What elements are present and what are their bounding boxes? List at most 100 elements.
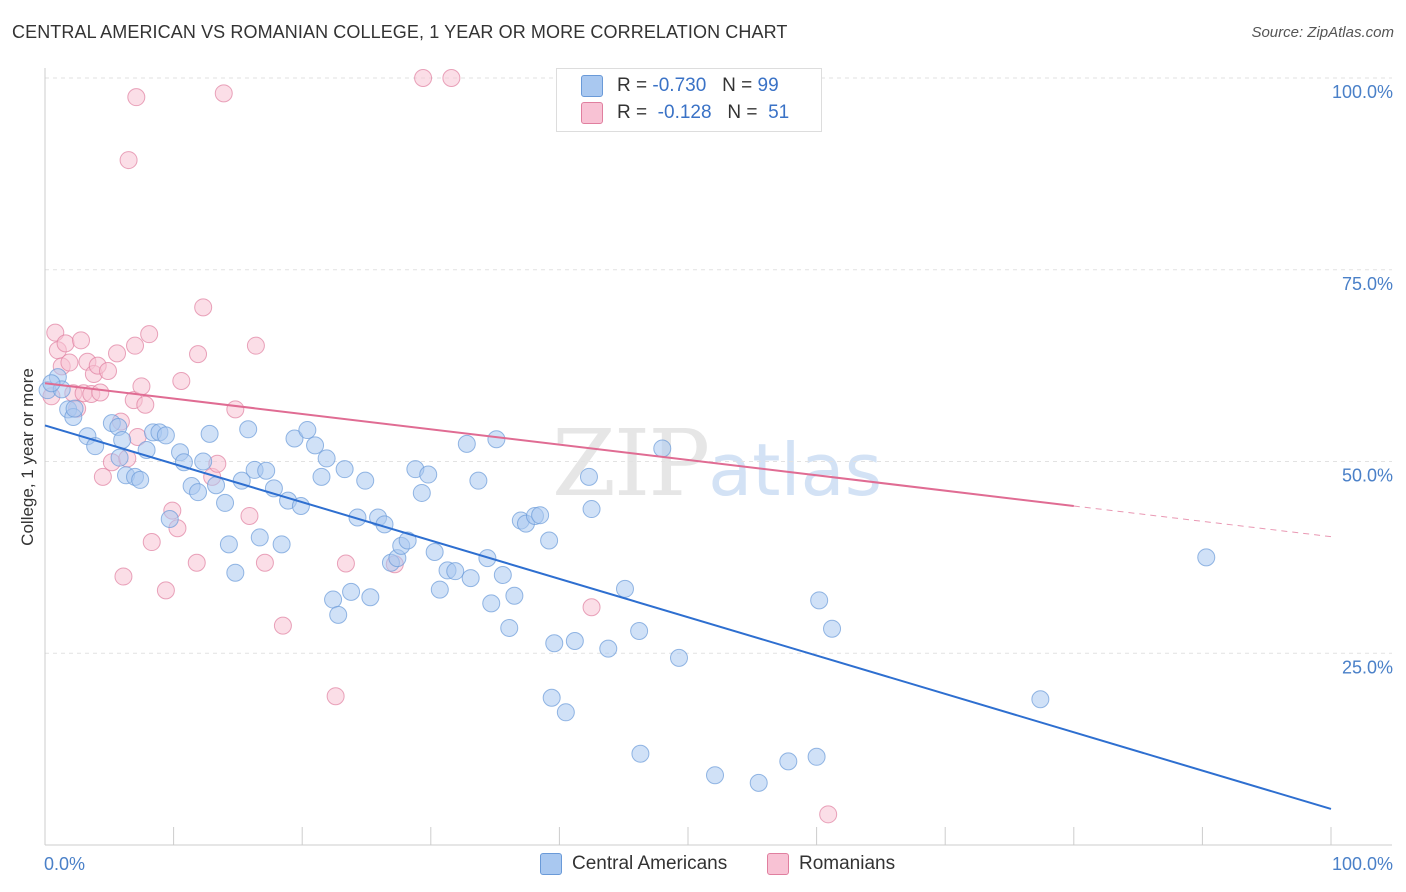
- point-romanians: [132, 377, 151, 396]
- point-central-americans: [482, 594, 501, 613]
- watermark: ZIPatlas: [552, 410, 882, 517]
- point-romanians: [99, 361, 118, 380]
- point-central-americans: [823, 619, 842, 638]
- point-central-americans: [579, 467, 598, 486]
- y-tick-label: 75.0%: [1342, 274, 1393, 294]
- legend-n-label: N =: [722, 75, 753, 96]
- point-romanians: [214, 84, 233, 103]
- trend-line-romanians-extension: [1073, 505, 1332, 538]
- point-central-americans: [556, 703, 575, 722]
- legend-r-value: -0.128: [657, 102, 712, 123]
- y-tick-label: 25.0%: [1342, 657, 1393, 677]
- point-romanians: [60, 353, 79, 372]
- x-tick-label: 100.0%: [1332, 854, 1393, 874]
- point-central-americans: [545, 634, 564, 653]
- point-central-americans: [565, 631, 584, 650]
- point-romanians: [240, 506, 259, 525]
- y-tick-label: 100.0%: [1332, 82, 1393, 102]
- point-central-americans: [631, 744, 650, 763]
- point-central-americans: [461, 569, 480, 588]
- point-central-americans: [194, 452, 213, 471]
- legend-row-romanians: R = -0.128 N = 51: [581, 101, 789, 125]
- point-central-americans: [361, 588, 380, 607]
- point-central-americans: [272, 535, 291, 554]
- chart-title: CENTRAL AMERICAN VS ROMANIAN COLLEGE, 1 …: [12, 22, 788, 42]
- point-central-americans: [430, 580, 449, 599]
- point-romanians: [336, 554, 355, 573]
- point-central-americans: [356, 471, 375, 490]
- point-romanians: [442, 69, 461, 87]
- point-romanians: [126, 336, 145, 355]
- point-central-americans: [457, 434, 476, 453]
- bottom-legend-label: Romanians: [799, 853, 896, 874]
- point-central-americans: [285, 429, 304, 448]
- trend-line-central-americans: [44, 424, 1332, 810]
- point-central-americans: [348, 508, 367, 527]
- grid-lines: [45, 77, 1392, 654]
- point-central-americans: [807, 747, 826, 766]
- point-romanians: [108, 344, 127, 363]
- point-central-americans: [156, 426, 175, 445]
- point-romanians: [414, 69, 433, 87]
- point-central-americans: [312, 467, 331, 486]
- point-central-americans: [500, 618, 519, 637]
- point-central-americans: [317, 449, 336, 468]
- point-romanians: [127, 88, 146, 107]
- point-central-americans: [505, 586, 524, 605]
- stats-legend: R = -0.730 N = 99 R = -0.128 N = 51: [556, 68, 822, 132]
- point-central-americans: [599, 639, 618, 658]
- legend-row-central-americans: R = -0.730 N = 99: [581, 74, 779, 98]
- point-central-americans: [706, 766, 725, 785]
- point-romanians: [136, 395, 155, 414]
- point-central-americans: [493, 566, 512, 585]
- legend-r-label: R =: [617, 102, 648, 123]
- bottom-legend-romanians: Romanians: [767, 852, 895, 876]
- point-romanians: [273, 616, 292, 635]
- point-romanians: [819, 805, 838, 824]
- watermark-atlas: atlas: [708, 428, 883, 512]
- point-central-americans: [540, 531, 559, 550]
- bottom-legend-label: Central Americans: [572, 853, 728, 874]
- point-central-americans: [487, 430, 506, 449]
- y-tick-label: 50.0%: [1342, 466, 1393, 486]
- trend-lines: [44, 382, 1332, 810]
- point-romanians: [326, 687, 345, 706]
- point-romanians: [142, 533, 161, 552]
- point-central-americans: [207, 476, 226, 495]
- legend-swatch-blue: [581, 75, 603, 97]
- point-romanians: [582, 598, 601, 617]
- data-points: [38, 69, 1216, 824]
- point-central-americans: [110, 448, 129, 467]
- point-romanians: [226, 400, 245, 419]
- legend-n-label: N =: [727, 102, 758, 123]
- point-central-americans: [542, 688, 561, 707]
- point-central-americans: [412, 483, 431, 502]
- tick-labels: 100.0% 75.0% 50.0% 25.0% 0.0% 100.0%: [44, 82, 1393, 874]
- point-central-americans: [446, 562, 465, 581]
- point-central-americans: [779, 752, 798, 771]
- axes: [44, 68, 1392, 846]
- point-central-americans: [216, 493, 235, 512]
- point-central-americans: [425, 543, 444, 562]
- point-central-americans: [219, 535, 238, 554]
- point-romanians: [140, 325, 159, 344]
- point-central-americans: [1031, 690, 1050, 709]
- point-romanians: [156, 581, 175, 600]
- legend-r-label: R =: [617, 75, 648, 96]
- bottom-legend-swatch-pink: [767, 853, 789, 875]
- point-central-americans: [329, 605, 348, 624]
- legend-swatch-pink: [581, 102, 603, 124]
- point-central-americans: [291, 496, 310, 515]
- point-central-americans: [630, 622, 649, 641]
- point-central-americans: [810, 591, 829, 610]
- point-central-americans: [342, 582, 361, 601]
- point-romanians: [172, 371, 191, 390]
- legend-r-value: -0.730: [652, 75, 707, 96]
- point-romanians: [189, 345, 208, 364]
- source-credit: Source: ZipAtlas.com: [1251, 24, 1394, 41]
- point-central-americans: [324, 590, 343, 609]
- bottom-legend-swatch-blue: [540, 853, 562, 875]
- point-central-americans: [226, 563, 245, 582]
- point-central-americans: [335, 460, 354, 479]
